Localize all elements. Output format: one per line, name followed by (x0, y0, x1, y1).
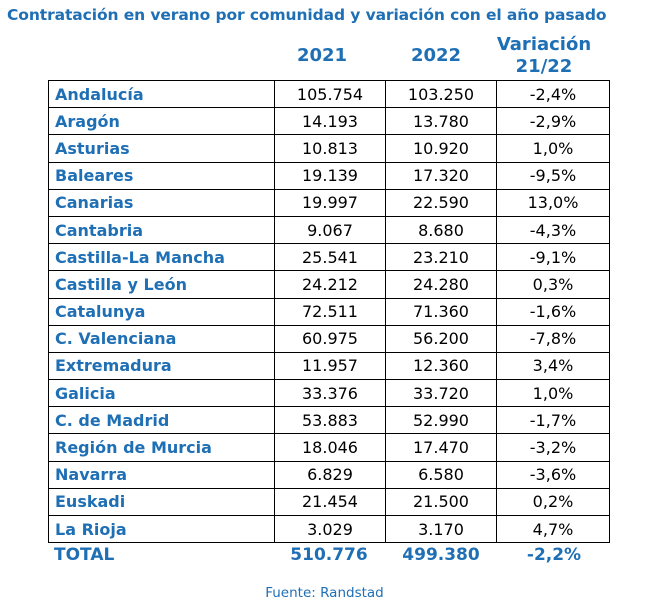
value-2021-cell: 9.067 (274, 215, 386, 245)
region-name-cell: Catalunya (48, 297, 275, 326)
value-2022-cell: 12.360 (385, 351, 497, 381)
value-2022-cell: 21.500 (385, 487, 497, 517)
value-2022-cell: 3.170 (385, 514, 497, 544)
table-row: Catalunya 72.511 71.360 -1,6% (48, 297, 610, 326)
total-2022: 499.380 (402, 545, 480, 565)
region-name-cell: Cantabria (48, 215, 275, 245)
value-2021-cell: 19.139 (274, 161, 386, 190)
table-row: Euskadi 21.454 21.500 0,2% (48, 487, 610, 517)
total-label: TOTAL (54, 545, 115, 565)
variation-cell: -9,1% (496, 243, 610, 272)
table-row: Castilla-La Mancha 25.541 23.210 -9,1% (48, 243, 610, 272)
table-row: C. Valenciana 60.975 56.200 -7,8% (48, 324, 610, 353)
value-2022-cell: 52.990 (385, 406, 497, 435)
value-2021-cell: 60.975 (274, 324, 386, 353)
total-2021: 510.776 (290, 545, 368, 565)
value-2021-cell: 10.813 (274, 134, 386, 163)
region-name-cell: Región de Murcia (48, 433, 275, 462)
total-variation: -2,2% (526, 545, 582, 565)
region-name-cell: Asturias (48, 134, 275, 163)
table-row: Asturias 10.813 10.920 1,0% (48, 134, 610, 163)
value-2022-cell: 22.590 (385, 188, 497, 217)
value-2021-cell: 72.511 (274, 297, 386, 326)
value-2022-cell: 17.470 (385, 433, 497, 462)
value-2021-cell: 19.997 (274, 188, 386, 217)
column-header-variation-line2: 21/22 (515, 56, 573, 77)
table-row: Extremadura 11.957 12.360 3,4% (48, 351, 610, 381)
variation-cell: -4,3% (496, 215, 610, 245)
value-2022-cell: 24.280 (385, 270, 497, 299)
table-row: Región de Murcia 18.046 17.470 -3,2% (48, 433, 610, 462)
value-2021-cell: 24.212 (274, 270, 386, 299)
table-row: Navarra 6.829 6.580 -3,6% (48, 460, 610, 489)
table-row: C. de Madrid 53.883 52.990 -1,7% (48, 406, 610, 435)
variation-cell: 4,7% (496, 514, 610, 544)
variation-cell: 0,2% (496, 487, 610, 517)
value-2022-cell: 13.780 (385, 107, 497, 136)
column-header-2021: 2021 (296, 45, 348, 66)
table-body: Andalucía 105.754 103.250 -2,4% Aragón 14.193… (48, 79, 610, 544)
region-name-cell: Navarra (48, 460, 275, 489)
variation-cell: 3,4% (496, 351, 610, 381)
value-2021-cell: 33.376 (274, 379, 386, 408)
value-2021-cell: 25.541 (274, 243, 386, 272)
variation-cell: -3,2% (496, 433, 610, 462)
table-row: Aragón 14.193 13.780 -2,9% (48, 107, 610, 136)
variation-cell: 0,3% (496, 270, 610, 299)
variation-cell: 1,0% (496, 134, 610, 163)
region-name-cell: Euskadi (48, 487, 275, 517)
variation-cell: 13,0% (496, 188, 610, 217)
variation-cell: -3,6% (496, 460, 610, 489)
region-name-cell: Canarias (48, 188, 275, 217)
value-2021-cell: 6.829 (274, 460, 386, 489)
value-2021-cell: 3.029 (274, 514, 386, 544)
region-name-cell: Galicia (48, 379, 275, 408)
column-header-variation: Variación 21/22 (494, 34, 594, 78)
total-row: TOTAL 510.776 499.380 -2,2% (48, 541, 614, 569)
table-row: La Rioja 3.029 3.170 4,7% (48, 514, 610, 544)
variation-cell: -9,5% (496, 161, 610, 190)
variation-cell: 1,0% (496, 379, 610, 408)
value-2022-cell: 8.680 (385, 215, 497, 245)
value-2022-cell: 10.920 (385, 134, 497, 163)
column-header-variation-line1: Variación (496, 34, 592, 55)
column-header-2022: 2022 (410, 45, 462, 66)
value-2022-cell: 6.580 (385, 460, 497, 489)
value-2022-cell: 71.360 (385, 297, 497, 326)
table-row: Andalucía 105.754 103.250 -2,4% (48, 79, 610, 109)
region-name-cell: Andalucía (48, 79, 275, 109)
table-row: Galicia 33.376 33.720 1,0% (48, 379, 610, 408)
table-row: Cantabria 9.067 8.680 -4,3% (48, 215, 610, 245)
value-2022-cell: 103.250 (385, 79, 497, 109)
table-row: Baleares 19.139 17.320 -9,5% (48, 161, 610, 190)
variation-cell: -1,6% (496, 297, 610, 326)
value-2021-cell: 18.046 (274, 433, 386, 462)
value-2021-cell: 11.957 (274, 351, 386, 381)
table-row: Canarias 19.997 22.590 13,0% (48, 188, 610, 217)
region-name-cell: Aragón (48, 107, 275, 136)
value-2022-cell: 56.200 (385, 324, 497, 353)
region-name-cell: Castilla-La Mancha (48, 243, 275, 272)
source-note: Fuente: Randstad (265, 585, 384, 601)
page-title: Contratación en verano por comunidad y v… (7, 6, 607, 24)
value-2021-cell: 14.193 (274, 107, 386, 136)
variation-cell: -2,4% (496, 79, 610, 109)
value-2021-cell: 53.883 (274, 406, 386, 435)
value-2022-cell: 23.210 (385, 243, 497, 272)
variation-cell: -7,8% (496, 324, 610, 353)
region-name-cell: La Rioja (48, 514, 275, 544)
value-2021-cell: 21.454 (274, 487, 386, 517)
region-name-cell: Extremadura (48, 351, 275, 381)
value-2022-cell: 33.720 (385, 379, 497, 408)
variation-cell: -2,9% (496, 107, 610, 136)
region-name-cell: C. Valenciana (48, 324, 275, 353)
region-name-cell: Castilla y León (48, 270, 275, 299)
table-row: Castilla y León 24.212 24.280 0,3% (48, 270, 610, 299)
region-name-cell: Baleares (48, 161, 275, 190)
variation-cell: -1,7% (496, 406, 610, 435)
value-2021-cell: 105.754 (274, 79, 386, 109)
data-table: Andalucía 105.754 103.250 -2,4% Aragón 14.193… (48, 79, 610, 544)
region-name-cell: C. de Madrid (48, 406, 275, 435)
value-2022-cell: 17.320 (385, 161, 497, 190)
